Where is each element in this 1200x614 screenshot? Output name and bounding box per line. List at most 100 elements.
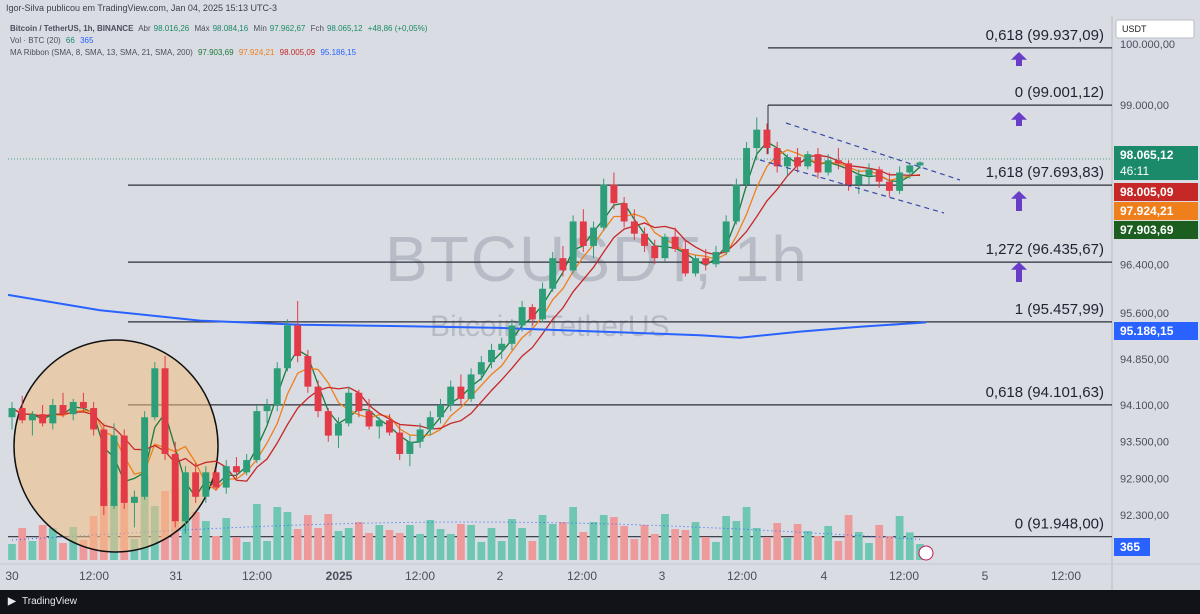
candle-body: [426, 417, 434, 430]
candle-body: [783, 157, 791, 167]
price-tag-label: 97.903,69: [1120, 223, 1174, 237]
candle-body: [814, 154, 822, 173]
candle-body: [314, 386, 322, 412]
candle-body: [447, 386, 455, 405]
legend-vol-label: Vol · BTC (20): [10, 36, 61, 45]
volume-bar: [252, 504, 261, 560]
volume-bar: [671, 529, 680, 560]
volume-bar: [875, 525, 884, 560]
time-tick-label: 12:00: [79, 569, 109, 583]
legend-vol-a: 66: [65, 36, 75, 45]
arrow-up-icon: [1011, 262, 1027, 282]
price-tag-box: [1114, 146, 1198, 180]
candle-body: [222, 466, 230, 488]
candle-body: [498, 343, 506, 350]
fib-label: 0 (99.001,12): [1015, 84, 1104, 101]
price-tag-label: 98.065,12: [1120, 148, 1174, 162]
candle-body: [743, 148, 751, 185]
candle-body: [39, 414, 47, 424]
time-tick-label: 30: [5, 569, 19, 583]
legend-ma1: 97.903,69: [197, 48, 234, 57]
volume-bar: [518, 528, 526, 560]
price-chart[interactable]: 0,618 (99.937,09) 0 (99.001,12) 1,618 (97.…: [0, 0, 1200, 590]
price-tag-box: [1114, 183, 1198, 201]
candle-body: [620, 203, 628, 222]
volume-bar: [385, 530, 394, 560]
time-axis[interactable]: 30 12:00 31 12:00 2025 12:00 2 12:00 3 12:00 4 12:0…: [0, 563, 1200, 583]
time-tick-label: 12:00: [567, 569, 597, 583]
price-tick-label: 93.500,00: [1120, 437, 1169, 449]
volume-bar: [497, 541, 506, 560]
trend-line-lower: [759, 159, 945, 214]
volume-tag-label: 365: [1120, 540, 1140, 554]
volume-bar: [212, 536, 220, 560]
candle-body: [661, 236, 669, 259]
legend-max-label: Máx: [194, 24, 210, 33]
candle-body: [100, 429, 108, 506]
volume-bar: [416, 534, 424, 560]
candle-body: [406, 441, 414, 454]
candle-body: [294, 325, 302, 357]
legend-symbol-row: Bitcoin / TetherUS, 1h, BINANCE Abr 98.01…: [10, 24, 430, 33]
candle-body: [702, 258, 710, 265]
legend-ma2: 97.924,21: [238, 48, 275, 57]
candle-body: [477, 362, 485, 375]
volume-bar: [528, 541, 537, 560]
currency-box[interactable]: USDT: [1115, 19, 1195, 39]
volume-bar: [599, 515, 608, 560]
candle-body: [804, 154, 812, 167]
volume-bar: [293, 529, 302, 560]
trend-channel: [8, 122, 1112, 214]
time-tick-label: 2: [497, 569, 504, 583]
publisher-text: Igor-Silva publicou em TradingView.com, …: [6, 3, 277, 13]
fib-label: 1,618 (97.693,83): [986, 164, 1104, 181]
volume-bar: [783, 538, 792, 560]
candle-body: [906, 165, 914, 173]
candle-body: [181, 472, 189, 522]
volume-bar: [242, 542, 251, 560]
volume-bar: [630, 539, 639, 560]
price-tag-label: 97.924,21: [1120, 204, 1174, 218]
tradingview-logo-icon: ▶: [8, 596, 16, 607]
volume-bar: [232, 537, 241, 560]
volume-bar: [752, 528, 761, 560]
candle-body: [212, 472, 220, 488]
candle-body: [161, 368, 169, 454]
volume-bar: [324, 514, 333, 560]
price-tick-label: 99.000,00: [1120, 100, 1169, 112]
volume-bar: [48, 528, 57, 560]
fib-label: 0,618 (94.101,63): [986, 384, 1104, 401]
candle-body: [130, 496, 138, 503]
legend-max: 98.084,16: [212, 24, 249, 33]
candle-body: [49, 405, 57, 424]
time-tick-label: 5: [982, 569, 989, 583]
candle-body: [732, 184, 740, 222]
time-tick-label: 2025: [326, 569, 353, 583]
legend-ma-label: MA Ribbon (SMA, 8, SMA, 13, SMA, 21, SMA…: [10, 48, 193, 57]
price-axis[interactable]: 100.000,00 99.000,00 96.400,00 95.600,00 94.…: [1120, 39, 1175, 522]
candle-body: [794, 157, 802, 167]
candle-body: [590, 227, 597, 246]
candle-body: [69, 401, 77, 415]
candle-body: [528, 307, 536, 320]
candle-body: [518, 307, 526, 326]
candle-body: [202, 472, 210, 497]
volume-bar: [691, 522, 700, 560]
time-tick-label: 12:00: [242, 569, 272, 583]
candle-body: [253, 411, 261, 461]
volume-bar: [59, 543, 67, 560]
volume-bar: [732, 521, 741, 560]
volume-bar: [844, 515, 853, 560]
candle-body: [335, 423, 342, 436]
candle-body: [712, 252, 720, 265]
candle-body: [263, 405, 271, 412]
volume-bar: [69, 527, 78, 560]
fib-label: 0,618 (99.937,09): [986, 27, 1104, 44]
volume-bar: [773, 523, 782, 560]
volume-bar: [395, 533, 404, 560]
arrow-up-icon: [1011, 191, 1027, 211]
price-tick-label: 100.000,00: [1120, 39, 1175, 51]
time-tick-label: 12:00: [889, 569, 919, 583]
volume-bar: [640, 525, 649, 560]
volume-bar: [824, 526, 833, 560]
